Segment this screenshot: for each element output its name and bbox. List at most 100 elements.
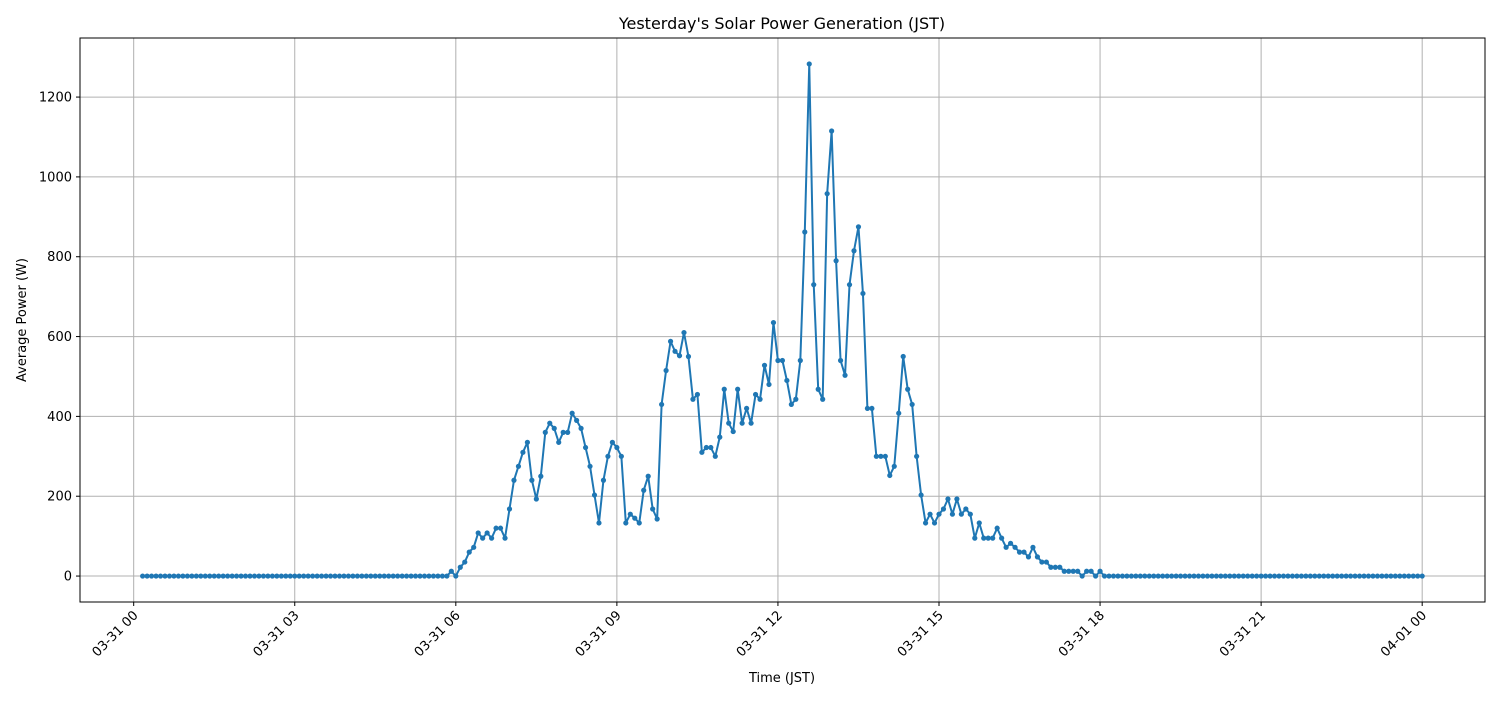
- data-point: [242, 573, 249, 579]
- x-tick-label: 03-31 03: [251, 608, 303, 660]
- data-point: [851, 248, 857, 254]
- data-point: [435, 573, 441, 579]
- data-point: [1343, 573, 1349, 579]
- data-point: [1039, 559, 1045, 565]
- data-point: [359, 573, 365, 579]
- data-point: [1339, 573, 1345, 579]
- data-point: [211, 573, 217, 579]
- y-tick-label: 600: [47, 330, 72, 345]
- data-point: [345, 573, 352, 579]
- data-point: [1016, 549, 1023, 555]
- data-point: [1415, 573, 1421, 579]
- data-point: [1276, 573, 1282, 579]
- data-point: [967, 511, 973, 517]
- data-point: [1348, 573, 1354, 579]
- data-point: [824, 191, 830, 197]
- y-axis-ticks: 0 200 400 600 800 1000 1200: [39, 91, 80, 585]
- y-tick-label: 1200: [39, 91, 72, 106]
- data-point: [381, 573, 387, 579]
- data-point: [1298, 573, 1304, 579]
- data-point: [1003, 544, 1009, 550]
- data-point: [278, 573, 284, 579]
- data-point: [1213, 573, 1219, 579]
- data-point: [1254, 573, 1260, 579]
- data-point: [976, 520, 982, 526]
- data-point: [1370, 573, 1376, 579]
- data-point: [1097, 568, 1103, 574]
- data-point: [1316, 573, 1322, 579]
- data-point: [144, 573, 150, 579]
- data-point: [511, 477, 517, 483]
- data-point: [162, 573, 168, 579]
- data-point: [408, 573, 414, 579]
- data-point: [1397, 573, 1403, 579]
- data-point: [1312, 573, 1318, 579]
- data-point: [1160, 573, 1166, 579]
- data-point: [1356, 573, 1363, 579]
- data-point: [354, 573, 360, 579]
- data-point: [770, 319, 777, 326]
- data-point: [775, 357, 781, 364]
- data-point: [1191, 573, 1197, 579]
- data-point: [153, 573, 159, 579]
- data-point: [1088, 568, 1094, 574]
- data-point: [184, 573, 190, 579]
- data-point: [614, 444, 620, 451]
- data-point: [788, 401, 794, 408]
- data-point: [1383, 573, 1389, 579]
- data-point: [1092, 573, 1099, 579]
- data-point: [721, 386, 727, 392]
- data-point: [1146, 573, 1152, 579]
- data-point: [582, 444, 589, 451]
- data-point: [855, 224, 862, 230]
- data-point: [229, 573, 235, 579]
- data-point: [645, 473, 651, 479]
- data-point: [918, 492, 924, 498]
- data-point: [896, 410, 902, 416]
- data-point: [694, 391, 701, 398]
- data-point: [600, 477, 607, 483]
- data-point: [1365, 573, 1372, 579]
- data-point: [623, 520, 629, 526]
- x-axis-ticks: 03-31 00 03-31 03 03-31 06 03-31 09 03-31 12…: [90, 602, 1430, 660]
- grid: [80, 38, 1485, 602]
- data-point: [636, 520, 642, 526]
- data-point: [1330, 573, 1336, 579]
- data-point: [1289, 573, 1296, 579]
- data-point: [627, 511, 633, 517]
- data-point: [274, 573, 280, 579]
- data-point: [914, 453, 920, 459]
- data-point: [448, 568, 454, 574]
- y-axis-label: Average Power (W): [15, 258, 30, 382]
- data-point: [1173, 573, 1179, 579]
- data-point: [1352, 573, 1358, 579]
- data-point: [667, 338, 674, 344]
- data-point: [305, 573, 311, 579]
- data-point: [220, 573, 226, 579]
- data-point: [1124, 573, 1130, 579]
- data-point: [453, 573, 459, 579]
- data-point: [225, 573, 231, 579]
- data-point: [882, 453, 888, 459]
- data-point: [1321, 573, 1327, 579]
- data-point: [703, 444, 709, 451]
- data-point: [323, 573, 329, 579]
- data-point: [1258, 573, 1264, 579]
- data-point: [551, 425, 557, 431]
- data-point: [681, 329, 687, 336]
- data-point: [140, 573, 146, 579]
- data-point: [538, 473, 544, 479]
- data-point: [475, 530, 481, 536]
- data-point: [990, 535, 996, 541]
- data-point: [659, 401, 665, 408]
- data-point: [1245, 573, 1251, 579]
- data-point: [497, 525, 504, 531]
- data-point: [1012, 544, 1018, 550]
- data-point: [587, 463, 593, 469]
- data-point: [842, 372, 848, 378]
- data-point: [591, 492, 598, 498]
- series-average-power: [140, 61, 1425, 579]
- y-tick-label: 0: [64, 570, 72, 585]
- data-point: [1066, 568, 1072, 574]
- data-point: [1262, 573, 1269, 579]
